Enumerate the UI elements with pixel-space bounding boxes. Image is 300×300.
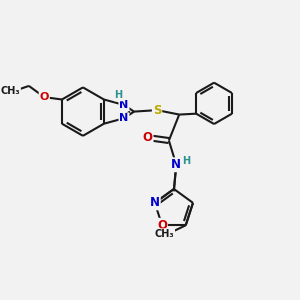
Text: O: O	[142, 131, 153, 144]
Text: N: N	[119, 113, 129, 123]
Text: S: S	[153, 103, 161, 117]
Text: CH₃: CH₃	[1, 86, 20, 96]
Text: H: H	[182, 156, 190, 166]
Text: N: N	[150, 196, 160, 209]
Text: O: O	[40, 92, 49, 102]
Text: O: O	[157, 219, 167, 232]
Text: N: N	[171, 158, 181, 171]
Text: H: H	[115, 91, 123, 100]
Text: CH₃: CH₃	[154, 229, 174, 239]
Text: N: N	[119, 100, 129, 110]
